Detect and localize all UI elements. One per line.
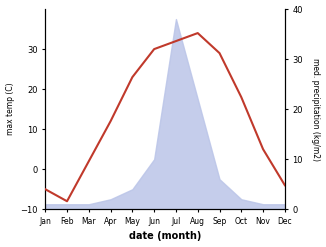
X-axis label: date (month): date (month) — [129, 231, 201, 242]
Y-axis label: med. precipitation (kg/m2): med. precipitation (kg/m2) — [311, 58, 320, 161]
Y-axis label: max temp (C): max temp (C) — [6, 83, 15, 135]
